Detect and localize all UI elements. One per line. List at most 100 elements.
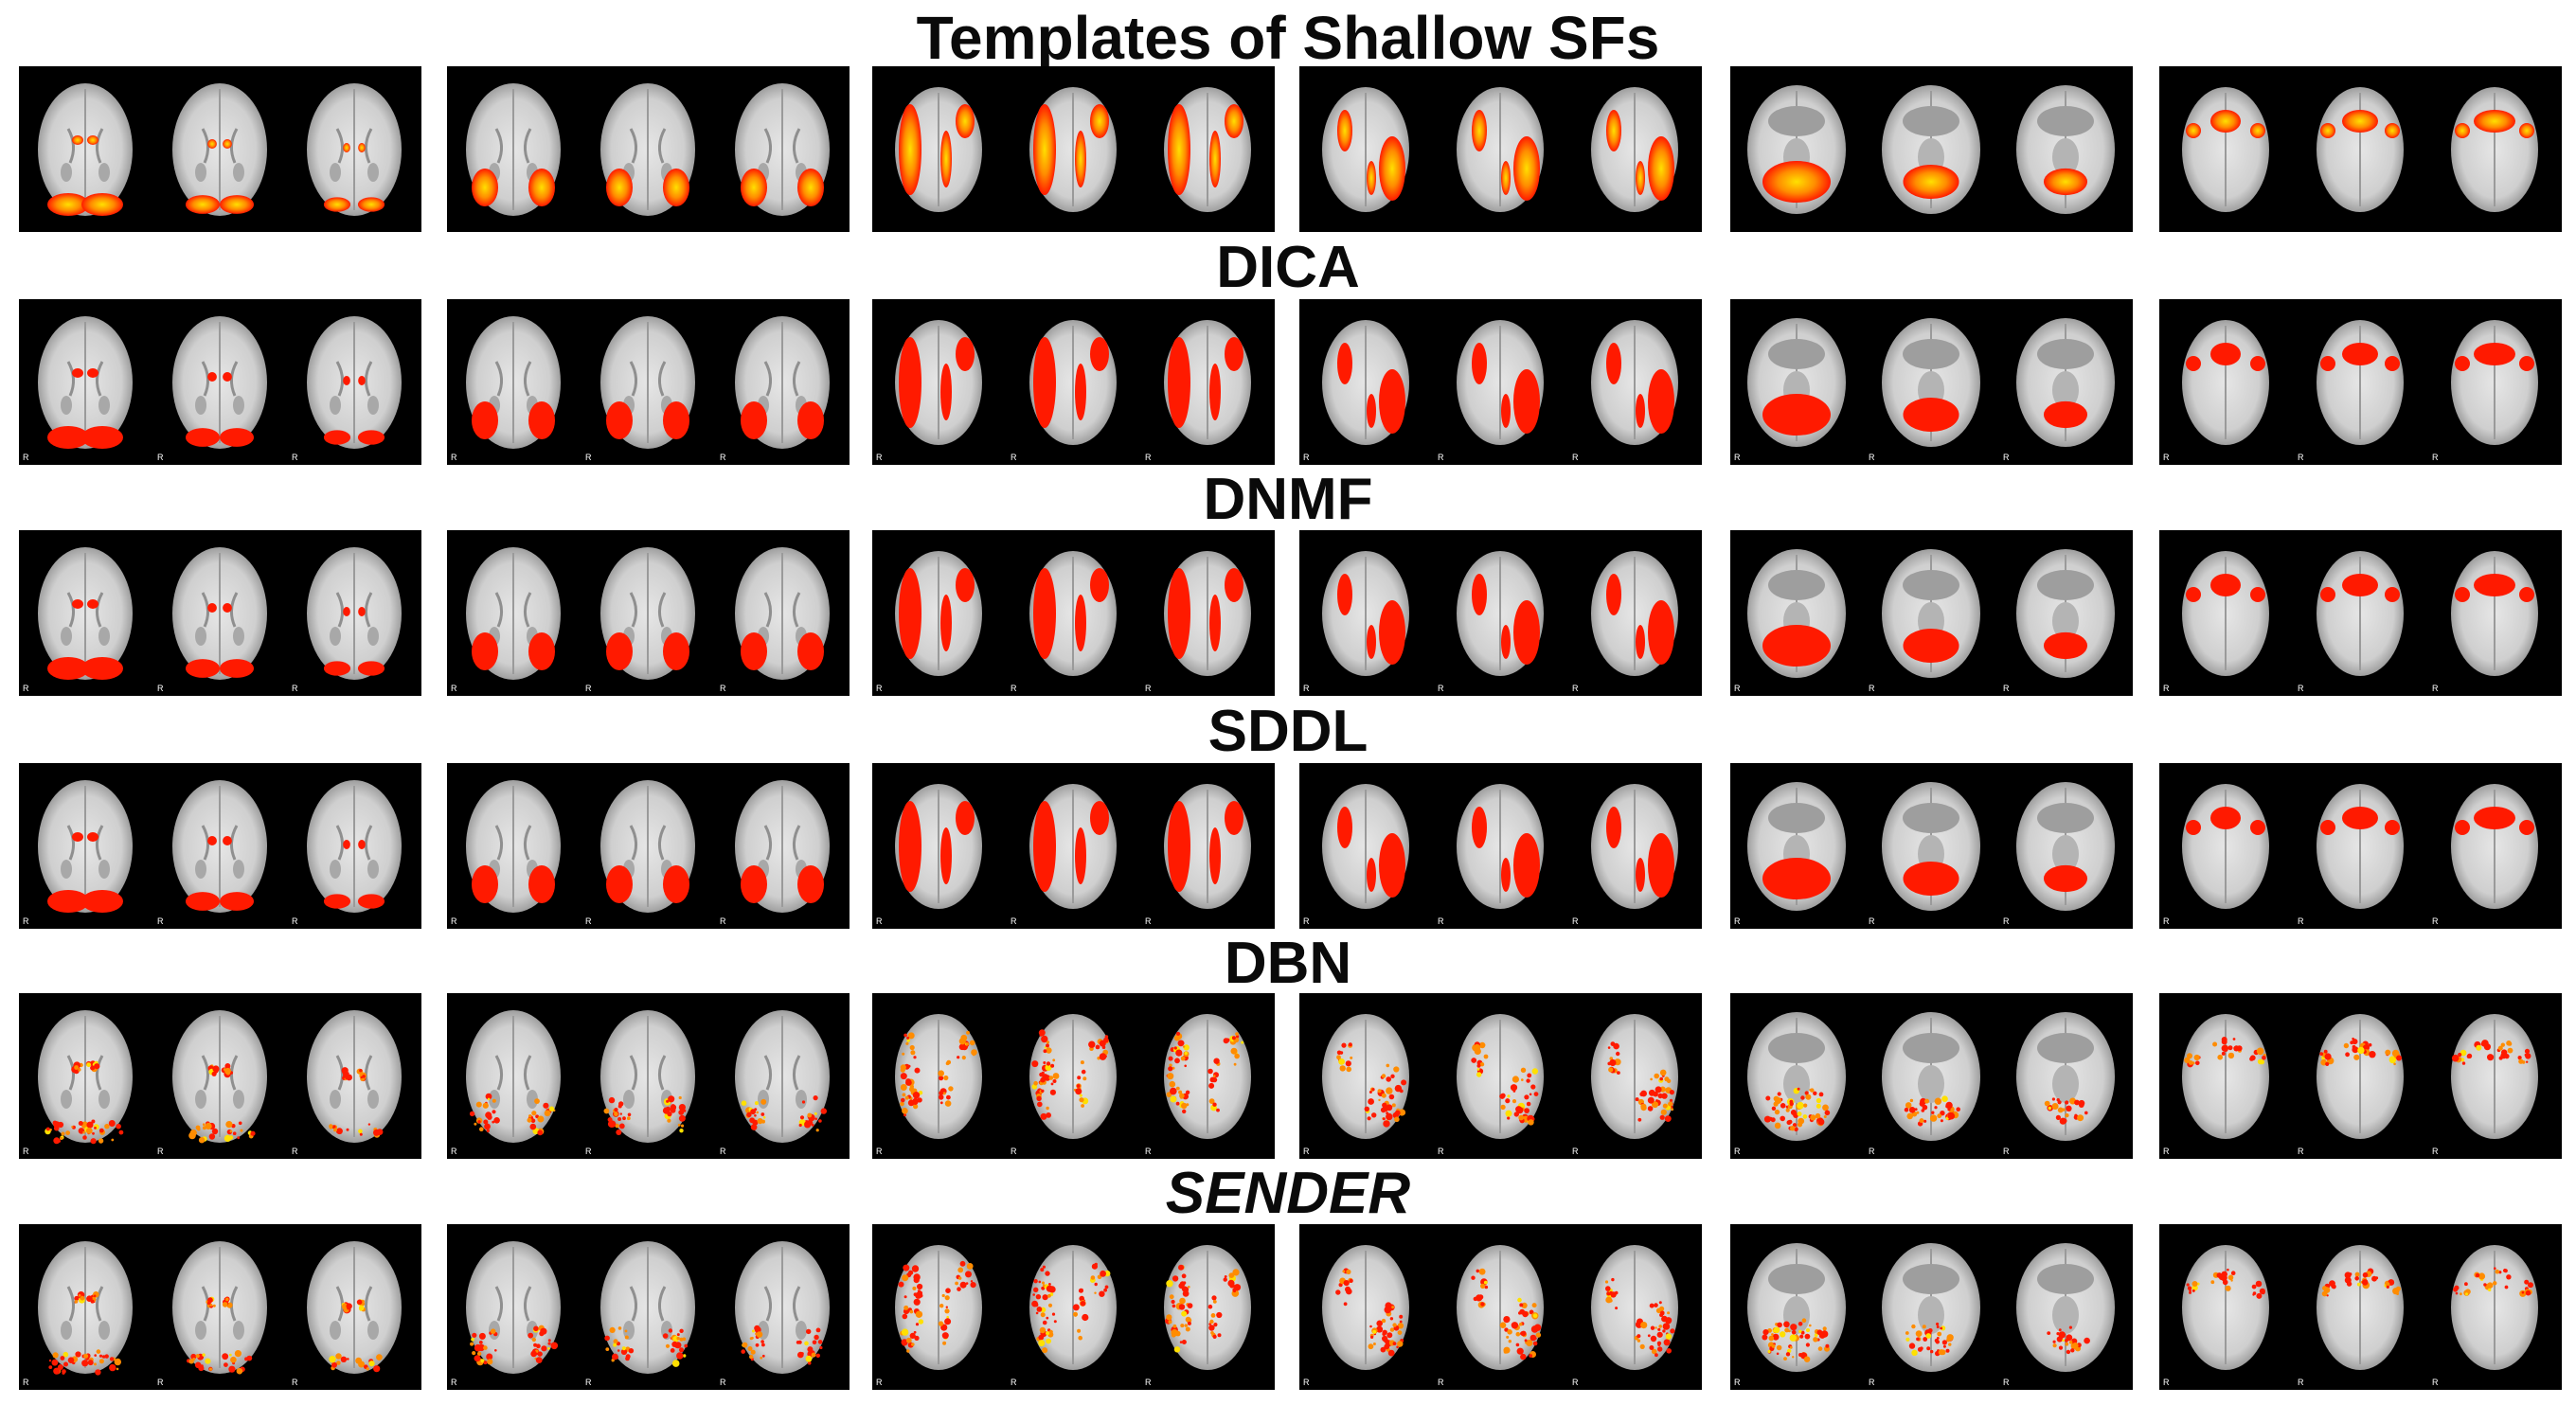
slice-marker: R — [451, 684, 457, 693]
activation-cluster — [955, 1260, 976, 1291]
activation-cluster — [2186, 820, 2201, 835]
activation-cluster — [222, 1350, 253, 1375]
slice-marker: R — [2432, 453, 2439, 462]
activation-cluster — [358, 840, 366, 849]
brain-slice — [2451, 87, 2538, 212]
activation-cluster — [1225, 104, 1243, 138]
activation-cluster — [72, 599, 83, 609]
activation-cluster — [1335, 1268, 1353, 1307]
brain-slice — [1882, 549, 1980, 678]
brain-slice — [1882, 1243, 1980, 1372]
activation-cluster — [81, 193, 123, 216]
activation-cluster — [2455, 356, 2470, 371]
slice-marker: R — [292, 453, 298, 462]
brain-slice — [895, 784, 982, 909]
activation-cluster — [1336, 1042, 1353, 1073]
brain-slice — [2317, 1245, 2404, 1370]
brain-slice — [600, 83, 695, 216]
activation-cluster — [2047, 1325, 2090, 1355]
activation-cluster — [2517, 1048, 2531, 1064]
brain-slice — [2016, 549, 2115, 678]
activation-cluster — [956, 337, 975, 371]
activation-cluster — [72, 135, 83, 145]
brain-slice — [38, 83, 133, 216]
activation-cluster — [219, 195, 255, 214]
brain-slice — [307, 780, 402, 913]
activation-cluster — [606, 401, 633, 439]
activation-cluster — [323, 894, 351, 909]
slice-marker: R — [876, 1378, 883, 1387]
activation-cluster — [1636, 625, 1645, 659]
activation-cluster — [2344, 1268, 2379, 1289]
activation-cluster — [2320, 356, 2335, 371]
activation-cluster — [528, 632, 555, 670]
activation-cluster — [224, 1121, 256, 1142]
activation-cluster — [528, 169, 555, 206]
slice-marker: R — [720, 684, 726, 693]
activation-cluster — [2474, 343, 2515, 365]
activation-cluster — [1090, 337, 1109, 371]
activation-cluster — [2043, 631, 2088, 660]
activation-cluster — [223, 372, 232, 382]
slice-marker: R — [23, 684, 29, 693]
brain-slice — [172, 1010, 267, 1144]
slice-marker: R — [2298, 684, 2304, 693]
brain-slice — [172, 780, 267, 913]
activation-cluster — [2250, 356, 2265, 371]
activation-cluster — [355, 1354, 383, 1373]
row-title: DBN — [1224, 931, 1352, 996]
brain-slice — [735, 547, 830, 680]
activation-cluster — [1472, 574, 1487, 615]
activation-cluster — [47, 193, 89, 216]
activation-cluster — [1208, 1295, 1223, 1339]
slice-marker: R — [1145, 453, 1152, 462]
slice-marker: R — [1438, 916, 1444, 926]
activation-cluster — [662, 1095, 687, 1133]
brain-slice — [307, 83, 402, 216]
row-title: SENDER — [1165, 1161, 1411, 1226]
brain-slice — [600, 547, 695, 680]
activation-cluster — [358, 376, 366, 385]
activation-cluster — [741, 1098, 767, 1130]
activation-cluster — [2250, 587, 2265, 602]
activation-cluster — [1499, 1093, 1512, 1120]
brain-slice — [2317, 551, 2404, 676]
brain-slice — [466, 83, 561, 216]
activation-cluster — [899, 104, 921, 195]
brain-slice — [2016, 318, 2115, 447]
slice-marker: R — [157, 1147, 164, 1156]
activation-cluster — [2385, 356, 2400, 371]
activation-cluster — [2342, 343, 2378, 365]
activation-cluster — [940, 595, 952, 651]
activation-cluster — [1635, 1090, 1647, 1122]
brain-slice — [1591, 1245, 1678, 1370]
slice-marker: R — [876, 684, 883, 693]
activation-cluster — [47, 890, 89, 913]
brain-slice — [1322, 87, 1409, 212]
activation-cluster — [1223, 1032, 1244, 1066]
slice-marker: R — [1011, 1378, 1017, 1387]
activation-cluster — [1903, 397, 1959, 433]
activation-cluster — [48, 1351, 89, 1375]
activation-cluster — [81, 426, 123, 449]
slice-marker: R — [292, 1378, 298, 1387]
brain-slice — [1029, 1014, 1117, 1139]
activation-cluster — [71, 1061, 83, 1075]
activation-cluster — [899, 568, 921, 659]
brain-slice — [1164, 1245, 1251, 1370]
brain-slice — [1747, 85, 1846, 214]
brain-slice — [2016, 85, 2115, 214]
activation-cluster — [469, 1093, 500, 1132]
slice-marker: R — [292, 684, 298, 693]
activation-cluster — [1379, 136, 1405, 201]
activation-cluster — [2320, 820, 2335, 835]
activation-cluster — [663, 401, 689, 439]
